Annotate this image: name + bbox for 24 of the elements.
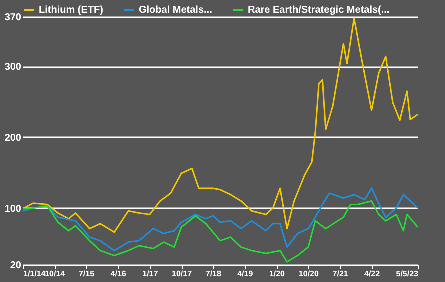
y-tick-label: 300	[4, 62, 22, 74]
line-series	[23, 188, 418, 252]
x-tick-label: 4/16	[110, 270, 127, 278]
x-tick-label: 5/5/23	[396, 270, 420, 278]
y-tick-label: 100	[4, 204, 22, 215]
line-series	[23, 200, 418, 263]
x-tick-label: 1/17	[142, 270, 159, 278]
y-tick-label: 20	[10, 260, 22, 272]
x-tick-label: 4/22	[364, 270, 381, 278]
legend-label: Rare Earth/Strategic Metals(...	[248, 5, 390, 16]
x-tick-label: 1/20	[269, 270, 286, 278]
line-series	[23, 18, 418, 234]
x-tick-label: 10/17	[172, 270, 193, 278]
x-tick-label: 7/15	[78, 270, 96, 278]
legend-label: Global Metals...	[139, 5, 213, 16]
y-tick-label: 200	[4, 132, 22, 144]
x-tick-label: 7/18	[206, 270, 222, 278]
x-tick-label: 4/19	[238, 270, 254, 278]
y-tick-label: 370	[4, 12, 22, 24]
x-tick-label: 10/14	[45, 270, 66, 278]
x-tick-label: 7/21	[332, 270, 349, 278]
x-tick-label: 1/1/14	[24, 270, 46, 278]
x-tick-label: 10/20	[298, 270, 320, 278]
legend-label: Lithium (ETF)	[39, 5, 104, 16]
